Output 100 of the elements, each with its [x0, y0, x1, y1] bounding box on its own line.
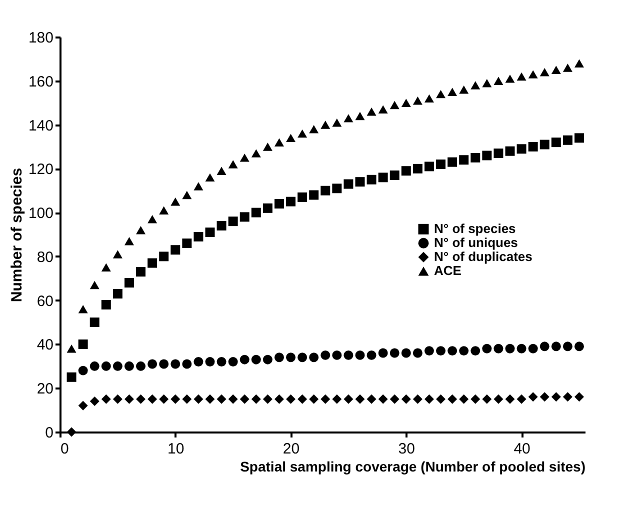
point: [148, 258, 158, 268]
y-tick-label: 20: [36, 380, 54, 398]
point: [436, 394, 446, 404]
point: [540, 68, 550, 76]
point: [551, 342, 561, 352]
x-tick-label: 10: [168, 440, 184, 458]
point: [562, 392, 572, 402]
legend-label: N° of species: [434, 221, 516, 236]
point: [494, 344, 504, 354]
point: [562, 64, 572, 72]
point: [66, 372, 76, 382]
point: [101, 394, 111, 404]
point: [344, 394, 354, 404]
point: [562, 342, 572, 352]
point: [505, 344, 515, 354]
point: [274, 138, 284, 146]
point: [170, 245, 180, 255]
point: [551, 392, 561, 402]
point: [494, 148, 504, 158]
point: [170, 359, 180, 369]
point: [448, 88, 458, 96]
point: [251, 394, 261, 404]
point: [112, 250, 122, 258]
y-tick-label: 60: [36, 292, 54, 310]
point: [251, 354, 261, 364]
point: [78, 400, 88, 410]
point: [448, 394, 458, 404]
point: [412, 96, 422, 105]
point: [366, 108, 376, 116]
point: [205, 394, 215, 404]
point: [482, 344, 492, 354]
legend-label: N° of duplicates: [434, 249, 532, 264]
point: [320, 350, 330, 360]
point: [309, 394, 319, 404]
point: [182, 394, 192, 404]
point: [159, 206, 169, 214]
point: [320, 394, 330, 404]
point: [390, 394, 400, 404]
point: [574, 133, 584, 143]
point: [136, 361, 146, 371]
x-tick-label: 0: [60, 440, 69, 458]
point: [148, 215, 158, 224]
point: [424, 94, 434, 103]
point: [482, 150, 492, 160]
point: [551, 66, 561, 74]
point: [240, 354, 250, 364]
point: [390, 348, 400, 358]
point: [159, 252, 169, 262]
point: [90, 318, 100, 328]
point: [124, 278, 134, 288]
point: [274, 352, 284, 362]
point: [412, 348, 422, 358]
point: [320, 120, 330, 129]
point: [66, 344, 76, 353]
point: [366, 394, 376, 404]
point: [551, 138, 561, 148]
point: [366, 174, 376, 184]
point: [528, 392, 538, 402]
point: [562, 135, 572, 145]
point: [494, 76, 504, 85]
point: [332, 394, 342, 404]
point: [136, 394, 146, 404]
point: [170, 394, 180, 404]
point: [124, 361, 134, 371]
point: [286, 352, 296, 362]
point: [90, 396, 100, 406]
point: [505, 74, 515, 83]
point: [216, 166, 226, 175]
point: [574, 392, 584, 402]
point: [401, 394, 411, 404]
point: [344, 350, 354, 360]
point: [332, 184, 342, 194]
y-tick-label: 140: [28, 117, 54, 134]
y-axis-title: Number of species: [8, 168, 26, 302]
point: [378, 348, 388, 358]
point: [159, 394, 169, 404]
point: [216, 357, 226, 367]
x-tick-label: 20: [282, 440, 300, 458]
y-tick-label: 0: [45, 424, 54, 442]
point: [262, 142, 272, 151]
point: [424, 394, 434, 404]
point: [78, 366, 88, 376]
point: [332, 118, 342, 127]
point: [436, 160, 446, 170]
y-tick-label: 40: [36, 336, 54, 354]
point: [298, 192, 308, 202]
point: [516, 344, 526, 354]
point: [459, 155, 469, 165]
point: [505, 394, 515, 404]
point: [66, 427, 76, 437]
point: [228, 160, 238, 168]
point: [262, 354, 272, 364]
point: [240, 154, 250, 162]
point: [320, 186, 330, 196]
point: [355, 350, 365, 360]
point: [205, 357, 215, 367]
point: [574, 342, 584, 352]
point: [344, 179, 354, 189]
point: [390, 100, 400, 110]
point: [482, 394, 492, 404]
